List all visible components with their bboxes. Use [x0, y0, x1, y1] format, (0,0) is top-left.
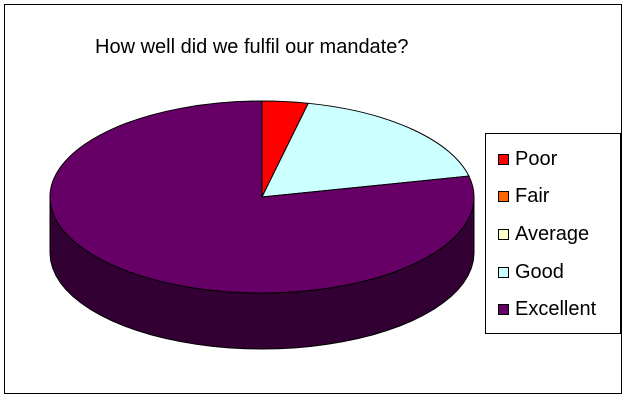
- pie-chart: [49, 100, 475, 350]
- legend-item: Fair: [498, 183, 549, 209]
- legend-swatch: [498, 266, 509, 278]
- chart-area: How well did we fulfil our mandate? Poor…: [4, 4, 622, 394]
- legend-item: Excellent: [498, 296, 596, 322]
- pie-slice: [49, 100, 475, 294]
- legend-label: Fair: [515, 184, 550, 207]
- legend-swatch: [498, 303, 509, 315]
- legend-swatch: [498, 153, 509, 165]
- legend-label: Poor: [515, 147, 558, 170]
- pie-slice: [261, 102, 470, 198]
- legend-label: Average: [515, 222, 590, 245]
- legend-swatch: [498, 190, 509, 202]
- legend-swatch: [498, 228, 509, 240]
- chart-title: How well did we fulfil our mandate?: [95, 36, 409, 58]
- legend-item: Good: [498, 259, 564, 285]
- legend-item: Poor: [498, 146, 557, 172]
- legend: Poor Fair Average Good Excellent: [485, 133, 621, 334]
- legend-label: Good: [515, 260, 564, 283]
- legend-label: Excellent: [515, 297, 597, 320]
- legend-item: Average: [498, 221, 589, 247]
